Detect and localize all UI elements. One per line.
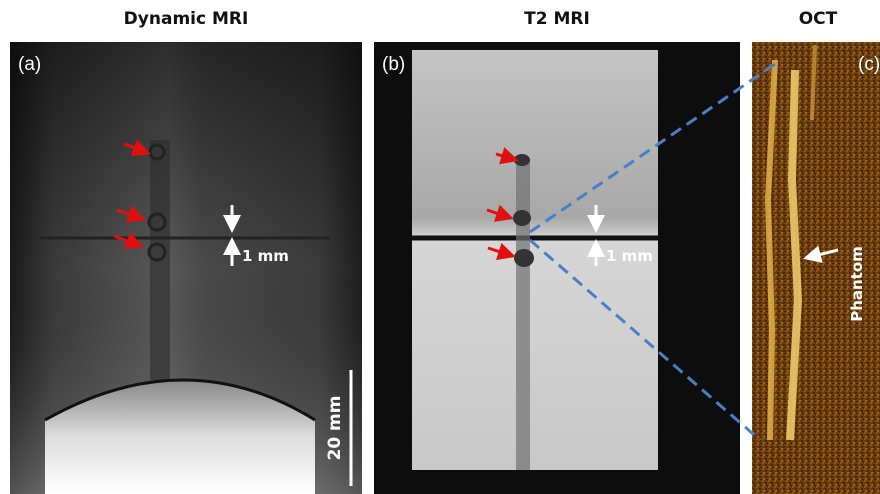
panel-title: OCT [799,9,838,29]
panel-label: (a) [18,54,41,75]
scale-bar-label: 20 mm [325,395,345,460]
panel-c: (c) Phantom [752,42,880,494]
annotation: 1 mm [606,247,653,265]
figure: Dynamic MRI T2 MRI OCT (a) 1 mm 20 mm [0,0,880,494]
panel-a: (a) 1 mm 20 mm [10,42,362,494]
panel-label: (b) [382,54,405,75]
panel-b: (b) 1 mm [374,42,740,494]
panel-label: (c) [858,54,880,75]
annotation: 1 mm [242,247,289,265]
panel-title: Dynamic MRI [124,9,249,29]
annotation: Phantom [848,246,866,322]
panel-title: T2 MRI [524,9,590,29]
